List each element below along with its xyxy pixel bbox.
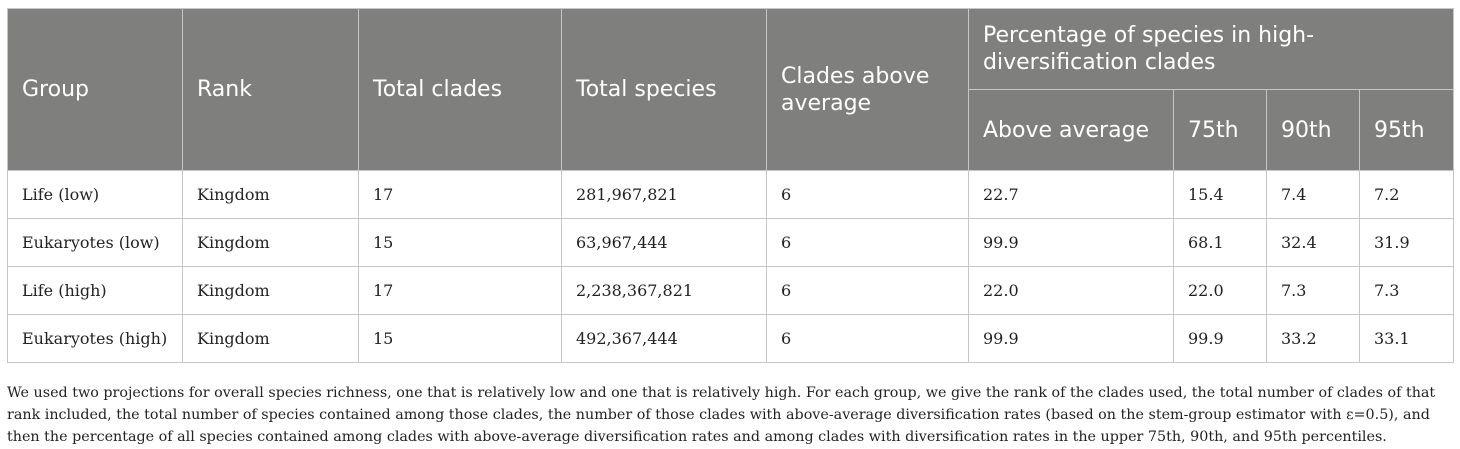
cell-75th: 99.9 [1173,314,1267,363]
cell-95th: 7.3 [1358,266,1455,315]
cell-90th: 32.4 [1266,218,1360,267]
cell-total-species: 63,967,444 [561,218,767,267]
cell-clades-above-average: 6 [766,266,969,315]
header-rank: Rank [182,8,359,171]
data-table-container: Group Rank Total clades Total species Cl… [7,8,1455,363]
cell-total-clades: 15 [358,218,562,267]
table-caption: We used two projections for overall spec… [7,385,1436,446]
cell-above-average: 22.0 [968,266,1174,315]
cell-group: Eukaryotes (low) [7,218,183,267]
header-group: Group [7,8,183,171]
cell-rank: Kingdom [182,170,359,219]
cell-rank: Kingdom [182,218,359,267]
table-row: Life (high) Kingdom 17 2,238,367,821 6 2… [7,266,1455,315]
cell-total-clades: 17 [358,170,562,219]
header-total-species: Total species [561,8,767,171]
cell-above-average: 99.9 [968,314,1174,363]
cell-group: Life (low) [7,170,183,219]
table-row: Eukaryotes (low) Kingdom 15 63,967,444 6… [7,218,1455,267]
header-95th: 95th [1358,89,1455,171]
cell-above-average: 99.9 [968,218,1174,267]
cell-rank: Kingdom [182,266,359,315]
header-percentage-group: Percentage of species in high-diversific… [967,8,1455,90]
data-table: Group Rank Total clades Total species Cl… [7,8,1455,363]
cell-total-species: 2,238,367,821 [561,266,767,315]
cell-95th: 33.1 [1358,314,1455,363]
table-row: Eukaryotes (high) Kingdom 15 492,367,444… [7,314,1455,363]
header-clades-above-average: Clades above average [766,8,969,171]
cell-total-species: 281,967,821 [561,170,767,219]
header-90th: 90th [1266,89,1360,171]
cell-clades-above-average: 6 [766,314,969,363]
cell-total-clades: 15 [358,314,562,363]
cell-clades-above-average: 6 [766,170,969,219]
cell-75th: 68.1 [1173,218,1267,267]
cell-95th: 31.9 [1358,218,1455,267]
cell-group: Life (high) [7,266,183,315]
header-total-clades: Total clades [358,8,562,171]
cell-90th: 33.2 [1266,314,1360,363]
cell-75th: 22.0 [1173,266,1267,315]
cell-90th: 7.4 [1266,170,1360,219]
header-above-average: Above average [968,89,1174,171]
cell-above-average: 22.7 [968,170,1174,219]
cell-rank: Kingdom [182,314,359,363]
cell-total-species: 492,367,444 [561,314,767,363]
cell-clades-above-average: 6 [766,218,969,267]
header-75th: 75th [1173,89,1267,171]
cell-90th: 7.3 [1266,266,1360,315]
cell-total-clades: 17 [358,266,562,315]
cell-95th: 7.2 [1358,170,1455,219]
cell-75th: 15.4 [1173,170,1267,219]
cell-group: Eukaryotes (high) [7,314,183,363]
table-row: Life (low) Kingdom 17 281,967,821 6 22.7… [7,170,1455,219]
